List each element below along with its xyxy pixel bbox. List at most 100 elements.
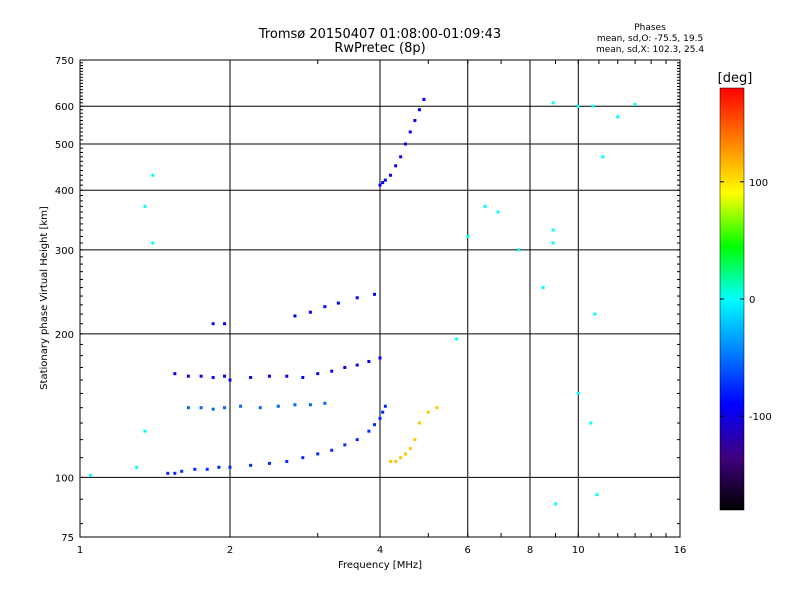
data-point <box>330 369 334 373</box>
y-tick-label: 200 <box>55 330 74 341</box>
y-tick-label: 750 <box>55 56 74 67</box>
data-point <box>336 301 340 305</box>
data-point <box>426 410 430 414</box>
data-point <box>373 423 377 427</box>
data-point <box>389 459 393 463</box>
data-point <box>276 404 280 408</box>
data-point <box>186 406 190 410</box>
data-point <box>308 403 312 407</box>
data-point <box>285 459 289 463</box>
data-point <box>143 429 147 433</box>
data-point <box>601 155 605 159</box>
data-point <box>173 372 177 376</box>
data-point <box>378 356 382 360</box>
data-point <box>143 204 147 208</box>
data-point <box>223 406 227 410</box>
y-tick-label: 500 <box>55 140 74 151</box>
colorbar-label: [deg] <box>718 71 753 86</box>
data-point <box>413 438 417 442</box>
data-point <box>211 407 215 411</box>
colorbar-tick-label: -100 <box>749 412 772 423</box>
data-point <box>355 363 359 367</box>
data-point <box>633 103 637 107</box>
data-point <box>267 374 271 378</box>
data-point <box>381 181 385 185</box>
data-point <box>576 104 580 108</box>
data-point <box>228 465 232 469</box>
data-point <box>180 469 184 473</box>
data-point <box>323 401 327 405</box>
x-tick-label: 16 <box>674 545 687 556</box>
data-point <box>541 286 545 290</box>
axis-ticks <box>79 59 681 537</box>
data-point <box>383 404 387 408</box>
data-point <box>258 406 262 410</box>
data-point <box>217 465 221 469</box>
data-point <box>551 228 555 232</box>
data-point <box>211 375 215 379</box>
data-point <box>343 443 347 447</box>
colorbar-tick-label: 100 <box>749 178 768 189</box>
data-point <box>576 391 580 395</box>
x-tick-label: 4 <box>377 545 383 556</box>
data-point <box>316 452 320 456</box>
y-tick-label: 100 <box>55 473 74 484</box>
data-point <box>249 375 253 379</box>
data-point <box>301 375 305 379</box>
x-axis-label: Frequency [MHz] <box>338 560 422 571</box>
data-point <box>223 322 227 326</box>
data-point <box>413 119 417 123</box>
data-point <box>422 97 426 101</box>
data-point <box>399 155 403 159</box>
chart-title: Tromsø 20150407 01:08:00-01:09:43 <box>258 27 502 42</box>
data-point <box>553 502 557 506</box>
grid-lines <box>80 60 680 537</box>
data-point <box>308 310 312 314</box>
data-point <box>483 204 487 208</box>
data-point <box>435 406 439 410</box>
data-point <box>551 241 555 245</box>
x-tick-label: 10 <box>572 545 585 556</box>
data-point <box>383 178 387 182</box>
data-point <box>367 359 371 363</box>
data-point <box>135 465 139 469</box>
axis-tick-labels: 1 2 4 6 8 10 16 75 100 200 300 400 500 600 750 <box>55 56 686 556</box>
data-point <box>199 406 203 410</box>
data-point <box>228 378 232 382</box>
data-point <box>403 452 407 456</box>
data-point <box>378 183 382 187</box>
phases-x-stats: mean, sd,X: 102.3, 25.4 <box>595 45 705 55</box>
colorbar-ticks: 100 0 -100 <box>720 178 772 423</box>
data-point <box>591 104 595 108</box>
data-point <box>293 403 297 407</box>
data-point <box>381 410 385 414</box>
data-point <box>389 173 393 177</box>
data-point <box>403 142 407 146</box>
y-axis-label: Stationary phase Virtual Height [km] <box>39 206 50 390</box>
data-point <box>323 305 327 309</box>
data-point <box>551 101 555 105</box>
y-tick-label: 600 <box>55 102 74 113</box>
chart-subtitle: RwPretec (8p) <box>334 41 426 56</box>
phases-title: Phases <box>634 23 666 33</box>
x-tick-label: 1 <box>77 545 83 556</box>
data-point <box>166 471 170 475</box>
data-point <box>239 404 243 408</box>
data-point <box>301 456 305 460</box>
data-point <box>367 429 371 433</box>
y-tick-label: 75 <box>61 533 74 544</box>
data-point <box>373 292 377 296</box>
data-point <box>466 234 470 238</box>
data-point <box>417 108 421 112</box>
data-point <box>343 365 347 369</box>
data-point <box>355 438 359 442</box>
data-point <box>89 473 93 477</box>
data-point <box>186 374 190 378</box>
data-point <box>211 322 215 326</box>
data-point <box>394 459 398 463</box>
data-point <box>593 312 597 316</box>
data-point <box>193 467 197 471</box>
data-point <box>285 374 289 378</box>
data-point <box>408 130 412 134</box>
colorbar-tick-label: 0 <box>749 295 755 306</box>
